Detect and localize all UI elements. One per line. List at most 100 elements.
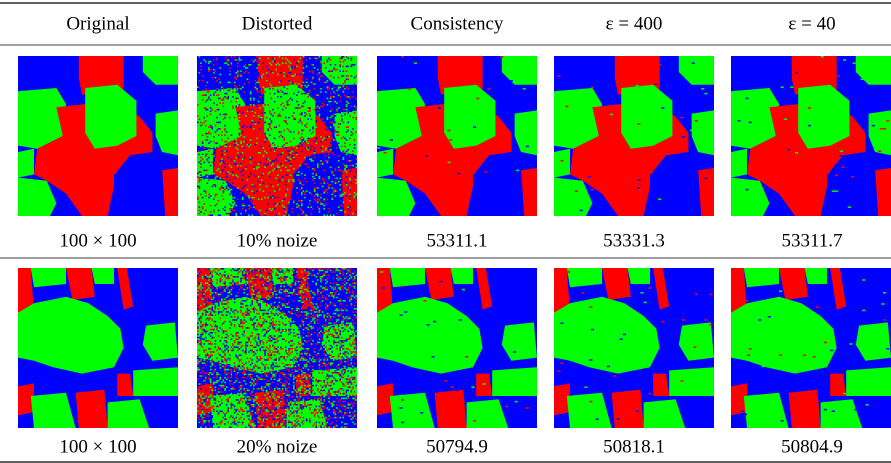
noise-pixel: [304, 194, 306, 196]
noise-pixel: [264, 303, 266, 305]
noise-pixel: [309, 114, 311, 116]
noise-pixel: [346, 203, 348, 205]
noise-pixel: [223, 377, 225, 379]
noise-pixel: [239, 128, 241, 130]
noise-pixel: [351, 166, 353, 168]
edge-pixel: [476, 98, 479, 100]
noise-pixel: [211, 202, 213, 204]
noise-pixel: [243, 274, 245, 276]
noise-pixel: [235, 270, 237, 272]
noise-pixel: [240, 354, 242, 356]
noise-pixel: [210, 99, 212, 101]
noise-pixel: [271, 284, 273, 286]
noise-pixel: [223, 343, 225, 345]
noise-pixel: [343, 157, 345, 159]
noise-pixel: [307, 118, 309, 120]
noise-pixel: [245, 70, 247, 72]
noise-pixel: [296, 192, 298, 194]
noise-pixel: [277, 94, 279, 96]
noise-pixel: [234, 335, 236, 337]
noise-pixel: [218, 409, 220, 411]
noise-pixel: [266, 130, 268, 132]
noise-pixel: [210, 282, 212, 284]
noise-pixel: [315, 138, 317, 140]
noise-pixel: [219, 348, 221, 350]
noise-pixel: [327, 136, 329, 138]
noise-pixel: [331, 110, 333, 112]
noise-pixel: [199, 337, 201, 339]
noise-pixel: [303, 62, 305, 64]
noise-pixel: [232, 393, 234, 395]
noise-pixel: [218, 391, 220, 393]
noise-pixel: [250, 330, 252, 332]
noise-pixel: [304, 198, 306, 200]
noise-pixel: [203, 112, 205, 114]
noise-pixel: [291, 149, 293, 151]
noise-pixel: [247, 388, 249, 390]
noise-pixel: [282, 99, 284, 101]
noise-pixel: [218, 406, 220, 408]
noise-pixel: [224, 366, 226, 368]
noise-pixel: [269, 88, 271, 90]
noise-pixel: [242, 197, 244, 199]
noise-pixel: [211, 332, 213, 334]
noise-pixel: [197, 386, 199, 388]
noise-pixel: [275, 268, 277, 270]
noise-pixel: [251, 396, 253, 398]
noise-pixel: [242, 313, 244, 315]
noise-pixel: [245, 270, 247, 272]
noise-pixel: [311, 118, 313, 120]
noise-pixel: [295, 173, 297, 175]
noise-pixel: [247, 80, 249, 82]
edge-pixel: [447, 162, 450, 164]
noise-pixel: [282, 346, 284, 348]
noise-pixel: [210, 386, 212, 388]
noise-pixel: [219, 146, 221, 148]
noise-pixel: [295, 118, 297, 120]
noise-pixel: [202, 136, 204, 138]
noise-pixel: [200, 179, 202, 181]
noise-pixel: [215, 326, 217, 328]
noise-pixel: [199, 213, 201, 215]
noise-pixel: [232, 404, 234, 406]
noise-pixel: [330, 149, 332, 151]
noise-pixel: [200, 340, 202, 342]
noise-pixel: [343, 163, 345, 165]
noise-pixel: [264, 126, 266, 128]
noise-pixel: [203, 414, 205, 416]
noise-pixel: [267, 298, 269, 300]
noise-pixel: [264, 133, 266, 135]
noise-pixel: [344, 59, 346, 61]
noise-pixel: [274, 197, 276, 199]
noise-pixel: [259, 406, 261, 408]
noise-pixel: [352, 154, 354, 156]
noise-pixel: [205, 107, 207, 109]
noise-pixel: [258, 101, 260, 103]
noise-pixel: [259, 162, 261, 164]
noise-pixel: [299, 74, 301, 76]
noise-pixel: [304, 157, 306, 159]
noise-pixel: [245, 396, 247, 398]
noise-pixel: [255, 286, 257, 288]
noise-pixel: [205, 86, 207, 88]
noise-pixel: [218, 98, 220, 100]
noise-pixel: [354, 112, 356, 114]
noise-pixel: [274, 423, 276, 425]
noise-pixel: [237, 165, 239, 167]
noise-pixel: [264, 74, 266, 76]
noise-pixel: [210, 101, 212, 103]
noise-pixel: [323, 104, 325, 106]
noise-pixel: [248, 176, 250, 178]
noise-pixel: [285, 292, 287, 294]
noise-pixel: [213, 189, 215, 191]
noise-pixel: [207, 337, 209, 339]
noise-pixel: [275, 330, 277, 332]
noise-pixel: [235, 354, 237, 356]
noise-pixel: [205, 154, 207, 156]
noise-pixel: [215, 332, 217, 334]
noise-pixel: [200, 326, 202, 328]
noise-pixel: [293, 86, 295, 88]
noise-pixel: [235, 101, 237, 103]
noise-pixel: [247, 189, 249, 191]
noise-pixel: [205, 139, 207, 141]
